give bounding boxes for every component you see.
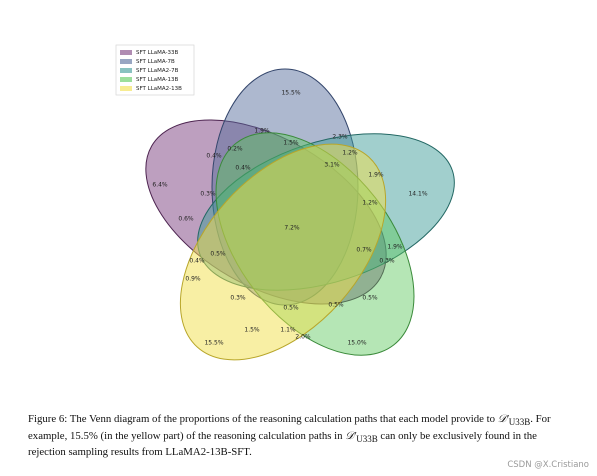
legend-swatch [120,77,132,82]
region-labels: 15.5% 6.4% 14.1% 15.0% 15.5% 7.2% 1.9% 2… [152,90,427,347]
figure-caption: Figure 6: The Venn diagram of the propor… [28,413,568,460]
legend-swatch [120,86,132,91]
region-label: 0.5% [283,305,299,312]
region-label: 1.5% [283,140,299,147]
region-label: 0.4% [206,153,222,160]
region-label: 6.4% [152,182,168,189]
legend-label: SFT LLaMA2-13B [136,86,182,92]
region-label: 0.6% [178,216,194,223]
region-label: 14.1% [408,191,427,198]
legend-swatch [120,50,132,55]
region-label: 1.5% [244,327,260,334]
venn-diagram: SFT LLaMA-33B SFT LLaMA-7B SFT LLaMA2-7B… [115,44,455,361]
region-label: 0.5% [210,251,226,258]
region-label: 1.9% [368,172,384,179]
caption-prefix: Figure 6: The Venn diagram of the propor… [28,413,498,425]
region-label: 1.1% [280,327,296,334]
legend-swatch [120,59,132,64]
region-label: 0.2% [227,146,243,153]
legend-label: SFT LLaMA-13B [136,77,179,83]
legend-swatch [120,68,132,73]
region-label: 15.5% [204,340,223,347]
caption-mid: . For example, 15.5% (in the yellow part… [28,413,551,442]
dataset-symbol: 𝒟′ [345,429,357,442]
region-label: 3.1% [324,162,340,169]
region-label: 0.3% [230,295,246,302]
watermark: CSDN @X.Cristiano [507,460,589,470]
caption-suffix: can only be exclusively found in the rej… [28,429,537,459]
dataset-subscript: U33B [356,433,378,444]
set-ellipse-llama2-13b [179,143,387,361]
region-label: 15.0% [347,340,366,347]
dataset-subscript: U33B [508,417,531,428]
legend-label: SFT LLaMA-33B [136,50,179,56]
region-label: 7.2% [284,225,300,232]
region-label: 1.9% [254,128,270,135]
legend-label: SFT LLaMA2-7B [136,68,179,74]
legend: SFT LLaMA-33B SFT LLaMA-7B SFT LLaMA2-7B… [115,44,195,96]
region-label: 0.3% [200,191,216,198]
region-label: 0.5% [328,302,344,309]
region-label: 2.0% [295,334,311,341]
dataset-symbol: 𝒟′ [497,413,509,425]
region-label: 1.2% [362,200,378,207]
region-label: 0.4% [189,258,205,265]
region-label: 1.9% [387,244,403,251]
region-label: 0.5% [362,295,378,302]
legend-label: SFT LLaMA-7B [136,59,175,65]
region-label: 1.2% [342,150,358,157]
region-label: 0.4% [235,165,251,172]
region-label: 0.9% [185,276,201,283]
region-label: 0.7% [356,247,372,254]
region-label: 15.5% [281,90,300,97]
region-label: 2.3% [332,134,348,141]
region-label: 0.3% [379,258,395,265]
